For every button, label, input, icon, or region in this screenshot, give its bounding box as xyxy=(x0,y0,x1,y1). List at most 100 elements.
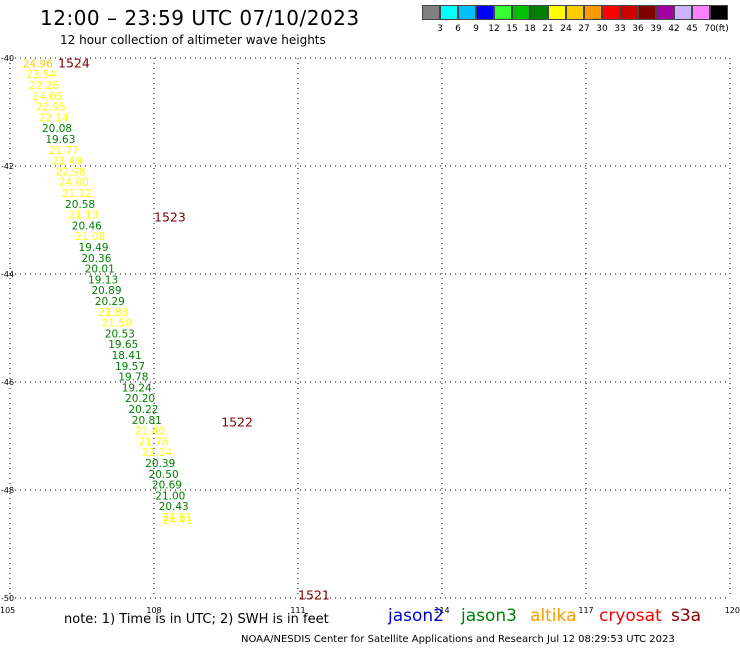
x-tick-label: 117 xyxy=(578,606,593,615)
color-swatch xyxy=(710,5,728,20)
y-tick-label: -48 xyxy=(1,486,14,495)
wave-height-value: 20.29 xyxy=(95,296,125,308)
color-swatch xyxy=(674,5,692,20)
map-grid xyxy=(9,57,731,599)
wave-height-value: 24.00 xyxy=(59,177,89,189)
note-text: note: 1) Time is in UTC; 2) SWH is in fe… xyxy=(64,612,329,627)
color-scale-label: 21 xyxy=(542,24,554,34)
latitude-ticks: -40 -42 -44 -46 -48 -50 xyxy=(1,54,14,603)
color-scale-label: 36 xyxy=(632,24,644,34)
wave-height-value: 21.76 xyxy=(138,436,168,448)
wave-height-value: 20.46 xyxy=(72,220,102,232)
pass-number-label: 1524 xyxy=(58,55,90,70)
pass-labels: 1524 1523 1522 1521 xyxy=(58,55,330,602)
y-tick-label: -40 xyxy=(1,54,14,63)
wave-height-value: 19.65 xyxy=(108,339,138,351)
wave-height-value: 20.58 xyxy=(65,199,95,211)
wave-height-value: 20.50 xyxy=(149,469,179,481)
wave-height-value: 20.22 xyxy=(128,404,158,416)
color-scale-label: 24 xyxy=(560,24,572,34)
x-tick-label: 105 xyxy=(0,606,15,615)
color-scale-label: 15 xyxy=(506,24,518,34)
wave-height-value: 20.43 xyxy=(159,501,189,513)
pass-number-label: 1523 xyxy=(154,209,186,224)
color-scale-label: 9 xyxy=(473,24,479,34)
color-swatch xyxy=(638,5,656,20)
wave-height-value: 20.01 xyxy=(85,264,115,276)
color-scale-label: 18 xyxy=(524,24,536,34)
longitude-ticks: 105 108 111 114 117 120 xyxy=(0,606,740,615)
color-swatch xyxy=(440,5,458,20)
legend-item-altika: altika xyxy=(530,606,577,626)
x-tick-label: 111 xyxy=(290,606,305,615)
wave-height-value: 22.26 xyxy=(29,80,59,92)
color-swatch xyxy=(602,5,620,20)
wave-height-value: 22.14 xyxy=(39,112,69,124)
wave-height-value: 21.77 xyxy=(49,145,79,157)
color-swatch xyxy=(584,5,602,20)
wave-height-value: 19.24 xyxy=(122,382,152,394)
color-scale-unit: (ft) xyxy=(715,24,729,34)
wave-height-value: 21.49 xyxy=(52,156,82,168)
color-swatch xyxy=(512,5,530,20)
wave-height-value: 20.69 xyxy=(152,480,182,492)
legend-item-jason3: jason3 xyxy=(461,606,517,626)
color-scale-label: 33 xyxy=(614,24,626,34)
color-scale-label: 6 xyxy=(455,24,461,34)
legend-item-cryosat: cryosat xyxy=(599,606,662,626)
legend-item-s3a: s3a xyxy=(671,606,702,626)
color-swatch xyxy=(656,5,674,20)
wave-height-values: 24.9623.5422.2624.0522.9522.1420.0819.63… xyxy=(23,58,193,527)
color-swatch xyxy=(530,5,548,20)
x-tick-label: 114 xyxy=(434,606,449,615)
y-tick-label: -50 xyxy=(1,594,14,603)
color-scale-label: 42 xyxy=(668,24,680,34)
color-scale-label: 12 xyxy=(488,24,500,34)
color-swatch xyxy=(566,5,584,20)
pass-number-label: 1522 xyxy=(221,415,253,430)
x-tick-label: 108 xyxy=(146,606,161,615)
wave-height-value: 20.89 xyxy=(91,285,121,297)
wave-height-value: 19.78 xyxy=(118,372,148,384)
wave-height-value: 24.05 xyxy=(32,91,62,103)
wave-height-value: 21.83 xyxy=(98,307,128,319)
wave-height-value: 21.13 xyxy=(68,210,98,222)
color-scale-label: 27 xyxy=(578,24,590,34)
color-swatch xyxy=(620,5,638,20)
wave-height-value: 21.12 xyxy=(62,188,92,200)
wave-height-value: 20.20 xyxy=(125,393,155,405)
footer-credit: NOAA/NESDIS Center for Satellite Applica… xyxy=(241,634,675,645)
wave-height-value: 22.98 xyxy=(55,166,85,178)
wave-height-value: 18.41 xyxy=(112,350,142,362)
wave-height-value: 23.54 xyxy=(26,69,56,81)
x-tick-label: 120 xyxy=(725,606,740,615)
color-swatch xyxy=(476,5,494,20)
color-swatch xyxy=(458,5,476,20)
wave-height-value: 19.63 xyxy=(45,134,75,146)
wave-height-value: 21.50 xyxy=(102,318,132,330)
color-swatch xyxy=(422,5,440,20)
wave-height-value: 19.49 xyxy=(78,242,108,254)
pass-number-label: 1521 xyxy=(298,587,330,602)
wave-height-value: 20.81 xyxy=(132,415,162,427)
color-scale-label: 70 xyxy=(704,24,716,34)
color-scale-label: 39 xyxy=(650,24,662,34)
wave-height-value: 22.95 xyxy=(36,102,66,114)
wave-height-value: 24.61 xyxy=(162,512,192,524)
wave-height-value: 24.96 xyxy=(23,58,53,70)
wave-height-value: 19.13 xyxy=(88,274,118,286)
legend-item-jason2: jason2 xyxy=(388,606,444,626)
color-swatch xyxy=(494,5,512,20)
y-tick-label: -42 xyxy=(1,162,14,171)
page-subtitle: 12 hour collection of altimeter wave hei… xyxy=(60,33,326,47)
page-title: 12:00 – 23:59 UTC 07/10/2023 xyxy=(40,6,360,30)
wave-height-value: 22.14 xyxy=(142,447,172,459)
wave-height-value: 20.36 xyxy=(81,253,111,265)
color-scale-label: 45 xyxy=(686,24,698,34)
y-tick-label: -44 xyxy=(1,270,14,279)
color-scale-label: 30 xyxy=(596,24,608,34)
color-scale-label: 3 xyxy=(437,24,443,34)
wave-height-value: 21.08 xyxy=(75,231,105,243)
y-tick-label: -46 xyxy=(1,378,14,387)
